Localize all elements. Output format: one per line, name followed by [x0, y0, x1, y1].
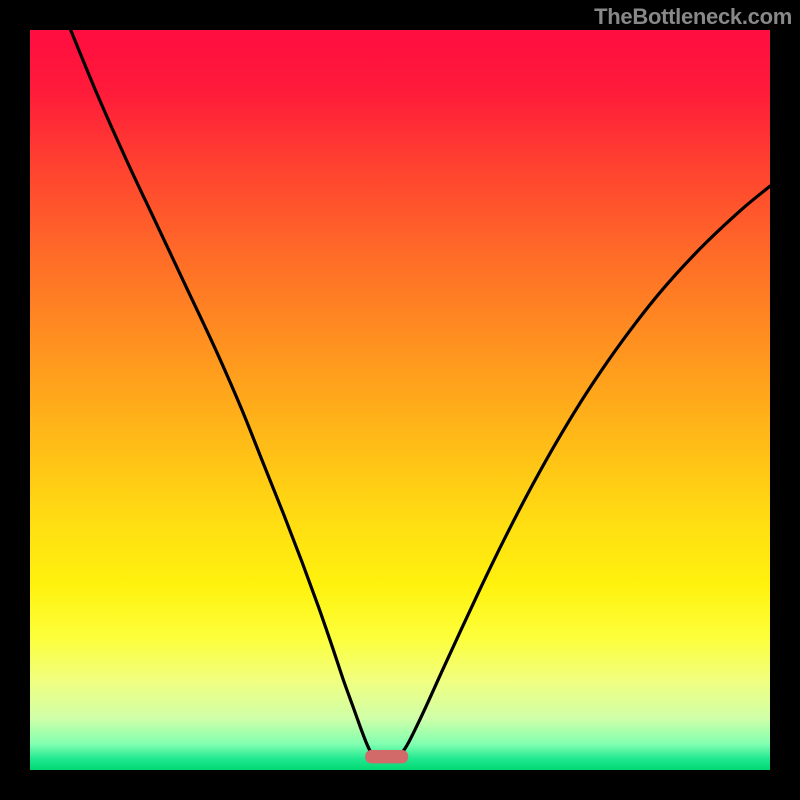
watermark-text: TheBottleneck.com — [594, 4, 792, 30]
chart-svg — [30, 30, 770, 770]
chart-frame: TheBottleneck.com — [0, 0, 800, 800]
trough-marker — [365, 750, 408, 763]
plot-area — [30, 30, 770, 770]
gradient-background — [30, 30, 770, 770]
